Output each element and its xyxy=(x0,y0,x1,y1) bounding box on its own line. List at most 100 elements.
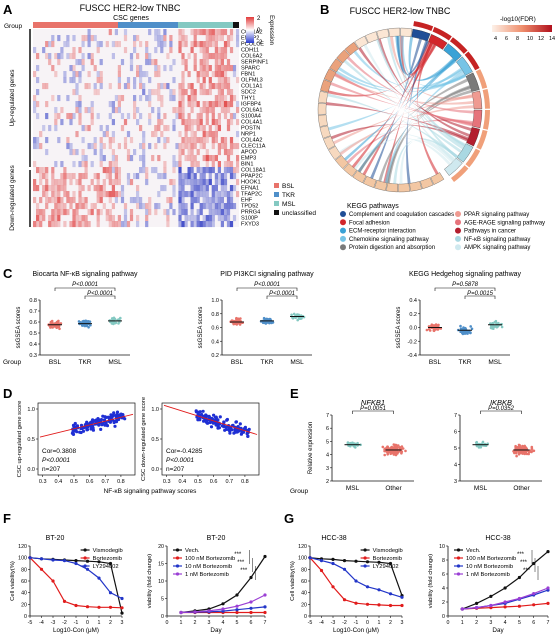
heatmap-cell xyxy=(193,59,197,66)
heatmap-cell xyxy=(178,155,182,162)
bracket-short xyxy=(464,295,496,299)
heatmap-cell xyxy=(229,29,234,36)
fdr-arc xyxy=(413,21,434,31)
heatmap-cell xyxy=(72,173,76,180)
heatmap-cell xyxy=(229,95,234,102)
heatmap-cell xyxy=(208,83,212,90)
data-point xyxy=(83,324,87,328)
data-point xyxy=(240,431,244,435)
heatmap-cell xyxy=(133,35,137,42)
heatmap-cell xyxy=(120,125,125,132)
heatmap-cell xyxy=(72,215,76,222)
heatmap-cell xyxy=(142,71,146,78)
heatmap-cell xyxy=(169,41,173,48)
heatmap-cell xyxy=(72,197,76,204)
heatmap-cell xyxy=(184,125,188,132)
x-tick-label: 2 xyxy=(109,620,112,626)
heatmap-cell xyxy=(48,59,52,66)
heatmap-cell xyxy=(190,89,194,96)
heatmap-cell xyxy=(229,167,234,174)
series-point xyxy=(39,557,44,561)
heatmap-cell xyxy=(81,197,85,204)
heatmap-cell xyxy=(214,173,218,180)
heatmap-cell xyxy=(120,185,125,192)
heatmap-cell xyxy=(111,155,115,162)
gene-arc xyxy=(329,58,343,73)
heatmap-cell xyxy=(54,53,58,60)
fdr-arc xyxy=(482,88,490,109)
data-point xyxy=(400,452,403,455)
series-point xyxy=(365,602,370,606)
heatmap-cell xyxy=(172,107,176,114)
heatmap-cell xyxy=(60,197,64,204)
series-point xyxy=(377,560,381,564)
heatmap-cell xyxy=(208,41,212,48)
fdr-arc xyxy=(464,51,480,71)
heatmap-cell xyxy=(142,143,146,150)
heatmap-cell xyxy=(211,197,215,204)
heatmap-cell xyxy=(190,221,194,228)
heatmap-cell xyxy=(114,107,118,114)
heatmap-cell xyxy=(199,89,203,96)
heatmap-cell xyxy=(117,191,121,198)
heatmap-cell xyxy=(226,119,231,126)
heatmap-cell xyxy=(229,47,234,54)
heatmap-cell xyxy=(117,77,121,84)
fdr-arc xyxy=(476,129,488,150)
heatmap-cell xyxy=(178,209,182,216)
heatmap-cell xyxy=(178,41,182,48)
heatmap-cell xyxy=(163,83,167,90)
heatmap-cell xyxy=(178,113,182,120)
heatmap-cell xyxy=(33,47,37,54)
legend-marker xyxy=(363,564,367,568)
heatmap-cell xyxy=(202,47,206,54)
x-tick-label: 0 xyxy=(447,620,450,626)
legend-label: 10 nM Bortezomib xyxy=(185,564,232,570)
series-point xyxy=(388,561,393,566)
heatmap-cell xyxy=(199,209,203,216)
gene-label: COL4A2 xyxy=(241,138,262,144)
legend-label-unclassified: unclassified xyxy=(282,210,316,217)
p-value-label: P<0.0001 xyxy=(72,282,98,288)
heatmap-cell xyxy=(211,107,215,114)
series-point xyxy=(120,606,124,610)
heatmap-cell xyxy=(190,191,194,198)
heatmap-cell xyxy=(78,215,82,222)
heatmap-cell xyxy=(111,161,115,168)
heatmap-cell xyxy=(75,215,79,222)
series-point xyxy=(388,592,393,596)
heatmap-cell xyxy=(160,95,164,102)
heatmap-cell xyxy=(139,95,143,102)
x-category-label: MSL xyxy=(346,485,360,492)
heatmap-cell xyxy=(217,71,221,78)
series-point xyxy=(342,598,347,602)
heatmap-cell xyxy=(48,221,52,228)
heatmap-cell xyxy=(45,197,49,204)
heatmap-cell xyxy=(217,143,221,150)
heatmap-cell xyxy=(60,203,64,210)
heatmap-cell xyxy=(66,143,70,150)
fdr-tick: 12 xyxy=(538,36,544,42)
heatmap-cell xyxy=(96,41,100,48)
heatmap-cell xyxy=(193,95,197,102)
p-value-label: P=0.0352 xyxy=(488,406,515,412)
heatmap-cell xyxy=(217,65,221,72)
heatmap-cell xyxy=(187,143,191,150)
heatmap-cell xyxy=(196,167,200,174)
gene-label: BIN1 xyxy=(241,162,253,168)
heatmap-cell xyxy=(220,59,224,66)
strip-plot-3: KEGG Hedgehog signaling pathway-0.4-0.20… xyxy=(396,271,522,366)
series-point xyxy=(331,585,335,589)
heatmap-cell xyxy=(108,137,112,144)
x-tick-label: 0 xyxy=(86,620,89,626)
heatmap-cell xyxy=(196,71,200,78)
heatmap-cell xyxy=(208,77,212,84)
heatmap-cell xyxy=(99,125,103,132)
heatmap-cell xyxy=(114,155,118,162)
y-axis-label: viability (fold change) xyxy=(147,554,153,609)
y-tick-label: 0.8 xyxy=(211,312,219,318)
heatmap-cell xyxy=(184,131,188,138)
heatmap-cell xyxy=(184,65,188,72)
heatmap-cell xyxy=(187,71,191,78)
kegg-legend-label: Chemokine signaling pathway xyxy=(349,237,429,243)
